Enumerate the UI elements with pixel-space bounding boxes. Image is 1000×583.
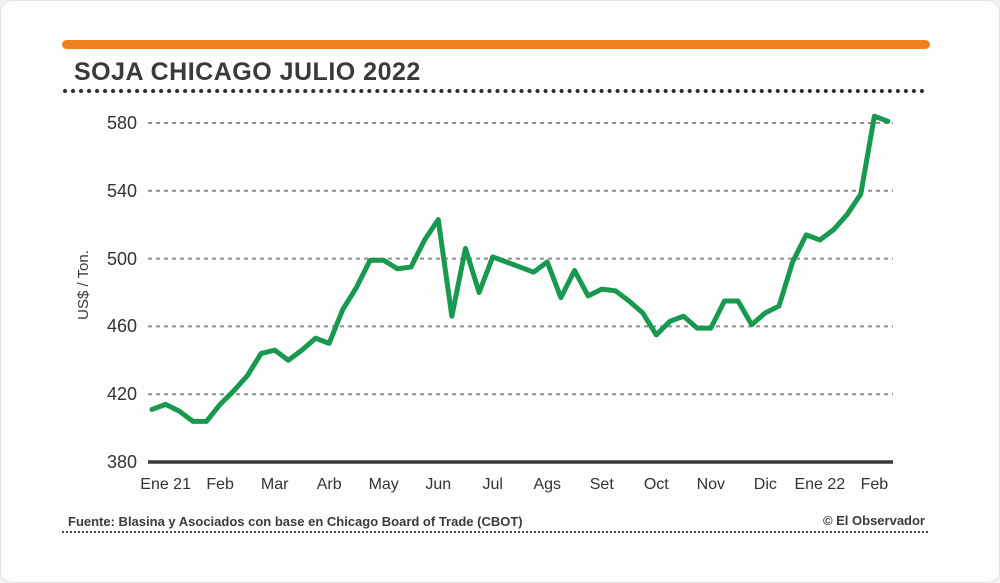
source-note: Fuente: Blasina y Asociados con base en … <box>68 514 523 529</box>
x-tick-label: Set <box>589 476 614 493</box>
credit-note: © El Observador <box>822 513 925 528</box>
x-tick-label: Ene 22 <box>794 476 846 493</box>
x-tick-label: Jun <box>425 476 452 493</box>
y-tick-label: 580 <box>106 113 137 133</box>
x-tick-label: Feb <box>860 476 889 493</box>
y-tick-label: 460 <box>106 316 137 337</box>
x-tick-label: Arb <box>316 476 342 493</box>
x-tick-label: Feb <box>206 476 234 493</box>
title-divider <box>63 89 925 93</box>
x-tick-label: Oct <box>643 476 669 493</box>
y-tick-label: 500 <box>106 248 137 269</box>
x-tick-label: May <box>368 476 399 493</box>
footer-divider <box>62 531 928 533</box>
chart-title: SOJA CHICAGO JULIO 2022 <box>74 58 421 86</box>
x-tick-label: Ags <box>533 476 562 493</box>
y-tick-label: 540 <box>106 180 137 201</box>
x-tick-label: Dic <box>753 476 777 493</box>
x-tick-label: Nov <box>696 476 726 493</box>
x-tick-label: Jul <box>482 476 503 493</box>
y-tick-label: 380 <box>106 452 137 472</box>
accent-bar <box>62 40 930 49</box>
y-tick-label: 420 <box>106 384 137 405</box>
price-line <box>149 113 891 424</box>
x-tick-label: Ene 21 <box>140 476 191 493</box>
x-tick-label: Mar <box>260 476 289 493</box>
